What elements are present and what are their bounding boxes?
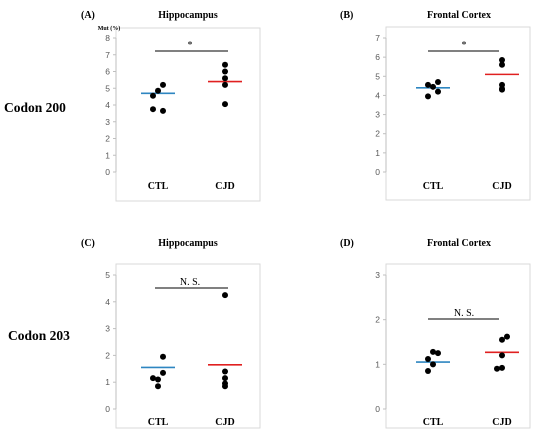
panel-d-ctl-point-1: [435, 350, 441, 357]
panel-c-y-tick-label-3: 3: [105, 324, 110, 334]
panel-d-cjd-point-0: [504, 333, 510, 340]
panel-a-y-tick-label-8: 8: [105, 33, 110, 43]
panel-b-category-cjd: CJD: [492, 181, 511, 192]
panel-a-y-tick-label-6: 6: [105, 67, 110, 77]
row-label-codon-203: Codon 203: [8, 328, 70, 343]
panel-c-category-cjd: CJD: [215, 417, 234, 428]
panel-c-category-ctl: CTL: [148, 417, 169, 428]
panel-b-ctl-point-3: [435, 88, 441, 95]
panel-c-cjd-point-2: [222, 375, 228, 382]
panel-d: (D) Frontal Cortex CTL CJD N. S. 0 1 2 3: [340, 238, 531, 429]
panel-c-title: Hippocampus: [158, 238, 218, 249]
panel-b-y-tick-label-6: 6: [375, 52, 380, 62]
panel-d-y-tick-label-2: 2: [375, 315, 380, 325]
panel-b-y-tick-label-2: 2: [375, 129, 380, 139]
panel-b-y-tick-label-1: 1: [375, 148, 380, 158]
panel-c-y-tick-label-1: 1: [105, 377, 110, 387]
panel-a-y-tick-label-5: 5: [105, 83, 110, 93]
panel-a-y-tick-label-3: 3: [105, 117, 110, 127]
panel-c-cjd-point-0: [222, 292, 228, 299]
panel-a-category-ctl: CTL: [148, 181, 169, 192]
panel-c-ctl-point-0: [160, 353, 166, 360]
panel-b: (B) Frontal Cortex CTL CJD * 0 1 2 3 4 5 6 7: [340, 10, 531, 201]
panel-d-letter: (D): [340, 238, 354, 249]
panel-a-y-tick-label-0: 0: [105, 167, 110, 177]
panel-b-y-tick-label-0: 0: [375, 167, 380, 177]
panel-b-y-tick-label-7: 7: [375, 33, 380, 43]
panel-a-ctl-point-2: [150, 92, 156, 99]
panel-a-y-axis-label: Mut (%): [98, 25, 121, 32]
panel-b-ctl-point-1: [425, 81, 431, 88]
panel-a-title: Hippocampus: [158, 10, 218, 21]
panel-a-ctl-point-4: [160, 107, 166, 114]
panel-d-ctl-point-2: [425, 355, 431, 362]
panel-b-y-tick-label-4: 4: [375, 90, 380, 100]
panel-d-ctl-point-0: [430, 348, 436, 355]
panel-b-ctl-point-0: [435, 79, 441, 86]
panel-c: (C) Hippocampus CTL CJD N. S. 0 1 2 3 4 5: [81, 238, 261, 429]
panel-a-cjd-point-3: [222, 81, 228, 88]
panel-d-category-cjd: CJD: [492, 417, 511, 428]
panel-a-ctl-point-1: [155, 87, 161, 94]
panel-c-ctl-point-4: [155, 383, 161, 390]
panel-a-category-cjd: CJD: [215, 181, 234, 192]
panel-b-title: Frontal Cortex: [427, 10, 491, 21]
panel-d-y-tick-label-1: 1: [375, 359, 380, 369]
panel-d-y-tick-label-3: 3: [375, 270, 380, 280]
panel-b-y-tick-label-3: 3: [375, 110, 380, 120]
panel-a-cjd-point-1: [222, 68, 228, 75]
panel-b-ctl-point-2: [430, 83, 436, 90]
panel-d-title: Frontal Cortex: [427, 238, 491, 249]
panel-c-ctl-point-1: [160, 369, 166, 376]
panel-a-cjd-point-2: [222, 75, 228, 82]
panel-d-cjd-point-3: [499, 364, 505, 371]
panel-d-y-tick-label-0: 0: [375, 404, 380, 414]
panel-a-ctl-point-3: [150, 106, 156, 113]
panel-a-cjd-point-0: [222, 61, 228, 68]
panel-b-significance: *: [462, 40, 467, 51]
panel-c-cjd-point-1: [222, 368, 228, 375]
panel-c-ctl-point-3: [155, 376, 161, 383]
panel-c-ctl-point-2: [150, 375, 156, 382]
panel-b-border: [385, 26, 531, 201]
panel-c-y-tick-label-4: 4: [105, 297, 110, 307]
panel-c-y-tick-label-5: 5: [105, 270, 110, 280]
panel-d-border: [385, 263, 531, 429]
panel-a-significance: *: [188, 40, 193, 51]
panel-b-letter: (B): [340, 10, 353, 21]
panel-c-letter: (C): [81, 238, 95, 249]
panel-a-letter: (A): [81, 10, 95, 21]
panel-d-category-ctl: CTL: [423, 417, 444, 428]
panel-a-y-tick-label-2: 2: [105, 134, 110, 144]
row-label-codon-200: Codon 200: [4, 100, 66, 115]
panel-a-border: [115, 27, 261, 202]
panel-a-ctl-point-0: [160, 81, 166, 88]
panel-b-ctl-point-4: [425, 93, 431, 100]
panel-d-ctl-point-4: [425, 368, 431, 375]
panel-b-cjd-point-4: [499, 86, 505, 93]
panel-b-category-ctl: CTL: [423, 181, 444, 192]
panel-d-cjd-point-1: [499, 336, 505, 343]
panel-b-cjd-point-1: [499, 61, 505, 68]
panel-c-y-tick-label-2: 2: [105, 350, 110, 360]
panel-d-ctl-point-3: [430, 361, 436, 368]
panel-a-y-tick-label-1: 1: [105, 150, 110, 160]
panel-a-y-tick-label-4: 4: [105, 100, 110, 110]
panel-a-cjd-point-4: [222, 101, 228, 108]
panel-c-significance: N. S.: [180, 277, 200, 288]
panel-d-cjd-point-4: [494, 365, 500, 372]
panel-c-cjd-point-4: [222, 383, 228, 390]
panel-b-y-tick-label-5: 5: [375, 71, 380, 81]
panel-a-y-tick-label-7: 7: [105, 50, 110, 60]
panel-c-border: [115, 263, 261, 429]
panel-d-cjd-point-2: [499, 352, 505, 359]
panel-b-cjd-point-0: [499, 57, 505, 64]
panel-c-y-tick-label-0: 0: [105, 404, 110, 414]
panel-a: (A) Hippocampus Mut (%) CTL CJD * 0 1 2 3 4 5…: [81, 10, 261, 202]
panel-d-significance: N. S.: [454, 308, 474, 319]
